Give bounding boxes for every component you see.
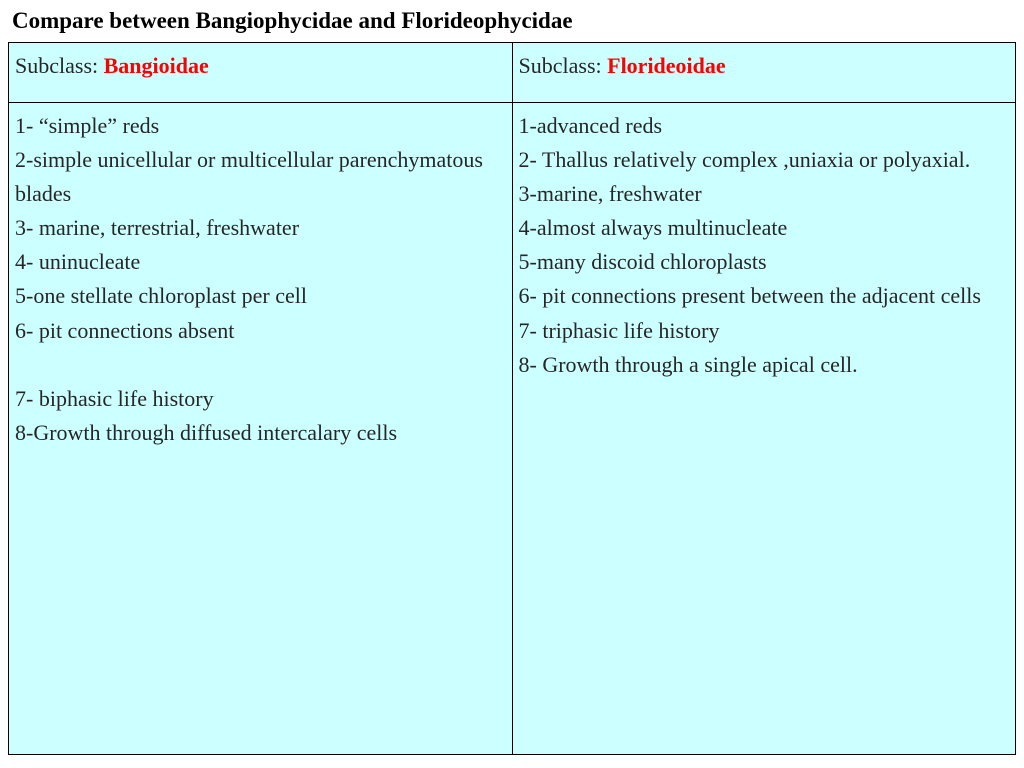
header-right: Subclass: Florideoidae [512,43,1016,103]
right-item-7: 7- triphasic life history [519,318,720,343]
subclass-name-right: Florideoidae [607,53,726,78]
right-item-4: 4-almost always multinucleate [519,215,788,240]
left-item-2: 2-simple unicellular or multicellular pa… [15,147,483,206]
right-item-5: 5-many discoid chloroplasts [519,249,767,274]
left-item-5: 5-one stellate chloroplast per cell [15,283,307,308]
body-left: 1- “simple” reds 2-simple unicellular or… [9,103,513,755]
subclass-name-left: Bangioidae [104,53,209,78]
left-spacer [15,348,504,382]
right-item-6: 6- pit connections present between the a… [519,283,981,308]
subclass-label-left: Subclass: [15,53,104,78]
right-item-3: 3-marine, freshwater [519,181,702,206]
left-item-1: 1- “simple” reds [15,113,159,138]
header-left: Subclass: Bangioidae [9,43,513,103]
left-item-7: 7- biphasic life history [15,386,214,411]
page-title: Compare between Bangiophycidae and Flori… [8,8,1016,42]
subclass-label-right: Subclass: [519,53,608,78]
right-item-8: 8- Growth through a single apical cell. [519,352,858,377]
table-body-row: 1- “simple” reds 2-simple unicellular or… [9,103,1016,755]
right-item-1: 1-advanced reds [519,113,663,138]
right-item-2: 2- Thallus relatively complex ,uniaxia o… [519,147,971,172]
table-header-row: Subclass: Bangioidae Subclass: Florideoi… [9,43,1016,103]
left-item-6: 6- pit connections absent [15,318,234,343]
left-item-3: 3- marine, terrestrial, freshwater [15,215,299,240]
comparison-table: Subclass: Bangioidae Subclass: Florideoi… [8,42,1016,755]
body-right: 1-advanced reds 2- Thallus relatively co… [512,103,1016,755]
left-item-8: 8-Growth through diffused intercalary ce… [15,420,397,445]
left-item-4: 4- uninucleate [15,249,140,274]
